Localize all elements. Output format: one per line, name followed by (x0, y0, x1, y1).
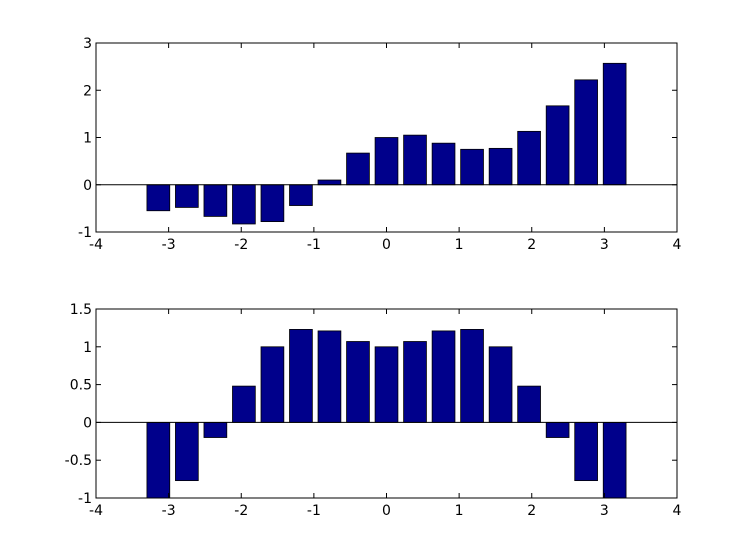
bar (460, 148, 484, 186)
x-tick-label: -3 (162, 503, 176, 519)
bar (203, 421, 228, 438)
x-tick-label: -2 (234, 237, 248, 253)
bar (545, 421, 570, 438)
x-tick-label: 4 (673, 503, 682, 519)
x-tick-label: 1 (455, 503, 464, 519)
bar (403, 134, 427, 186)
bar (289, 184, 313, 206)
x-tick-label: 0 (382, 503, 391, 519)
bar (574, 421, 598, 482)
x-tick-label: 2 (527, 503, 536, 519)
x-tick-label: 4 (673, 237, 682, 253)
bar (260, 184, 285, 223)
x-tick-label: 3 (600, 503, 609, 519)
bar (517, 385, 541, 423)
x-tick-label: -2 (234, 503, 248, 519)
y-tick-label: 1.5 (70, 302, 92, 318)
bar (488, 346, 513, 423)
y-tick-label: 0 (83, 415, 92, 431)
x-tick-label: 2 (527, 237, 536, 253)
bar (374, 137, 399, 186)
bar (175, 184, 199, 208)
x-tick-label: -1 (307, 237, 321, 253)
bar (602, 421, 627, 499)
bar (317, 330, 342, 423)
x-tick-label: 0 (382, 237, 391, 253)
bar (517, 130, 541, 186)
y-tick-label: -1 (78, 225, 92, 241)
y-tick-label: 1 (83, 340, 92, 356)
bar (545, 105, 570, 186)
bar (175, 421, 199, 482)
bar (460, 329, 484, 423)
bar (431, 330, 456, 423)
y-tick-label: -1 (78, 491, 92, 507)
bar (602, 62, 627, 186)
bar (232, 184, 256, 225)
x-tick-label: -4 (89, 503, 103, 519)
bar (203, 184, 228, 217)
y-tick-label: 1 (83, 131, 92, 147)
x-tick-label: -3 (162, 237, 176, 253)
bar (403, 341, 427, 423)
bar (260, 346, 285, 423)
bar (346, 152, 370, 186)
bar (146, 421, 171, 499)
bar (317, 179, 342, 186)
bar (346, 341, 370, 423)
bar (574, 79, 598, 186)
y-tick-label: -0.5 (65, 453, 92, 469)
x-tick-label: -1 (307, 503, 321, 519)
x-tick-label: 1 (455, 237, 464, 253)
y-tick-label: 0.5 (70, 378, 92, 394)
y-tick-label: 2 (83, 83, 92, 99)
bar (146, 184, 171, 212)
y-tick-label: 3 (83, 36, 92, 52)
bar (431, 142, 456, 186)
axes-frame (95, 42, 678, 233)
bar (374, 346, 399, 423)
x-tick-label: 3 (600, 237, 609, 253)
bar (488, 147, 513, 186)
bar (232, 385, 256, 423)
axes-frame (95, 308, 678, 499)
x-tick-label: -4 (89, 237, 103, 253)
y-tick-label: 0 (83, 178, 92, 194)
bar (289, 329, 313, 423)
